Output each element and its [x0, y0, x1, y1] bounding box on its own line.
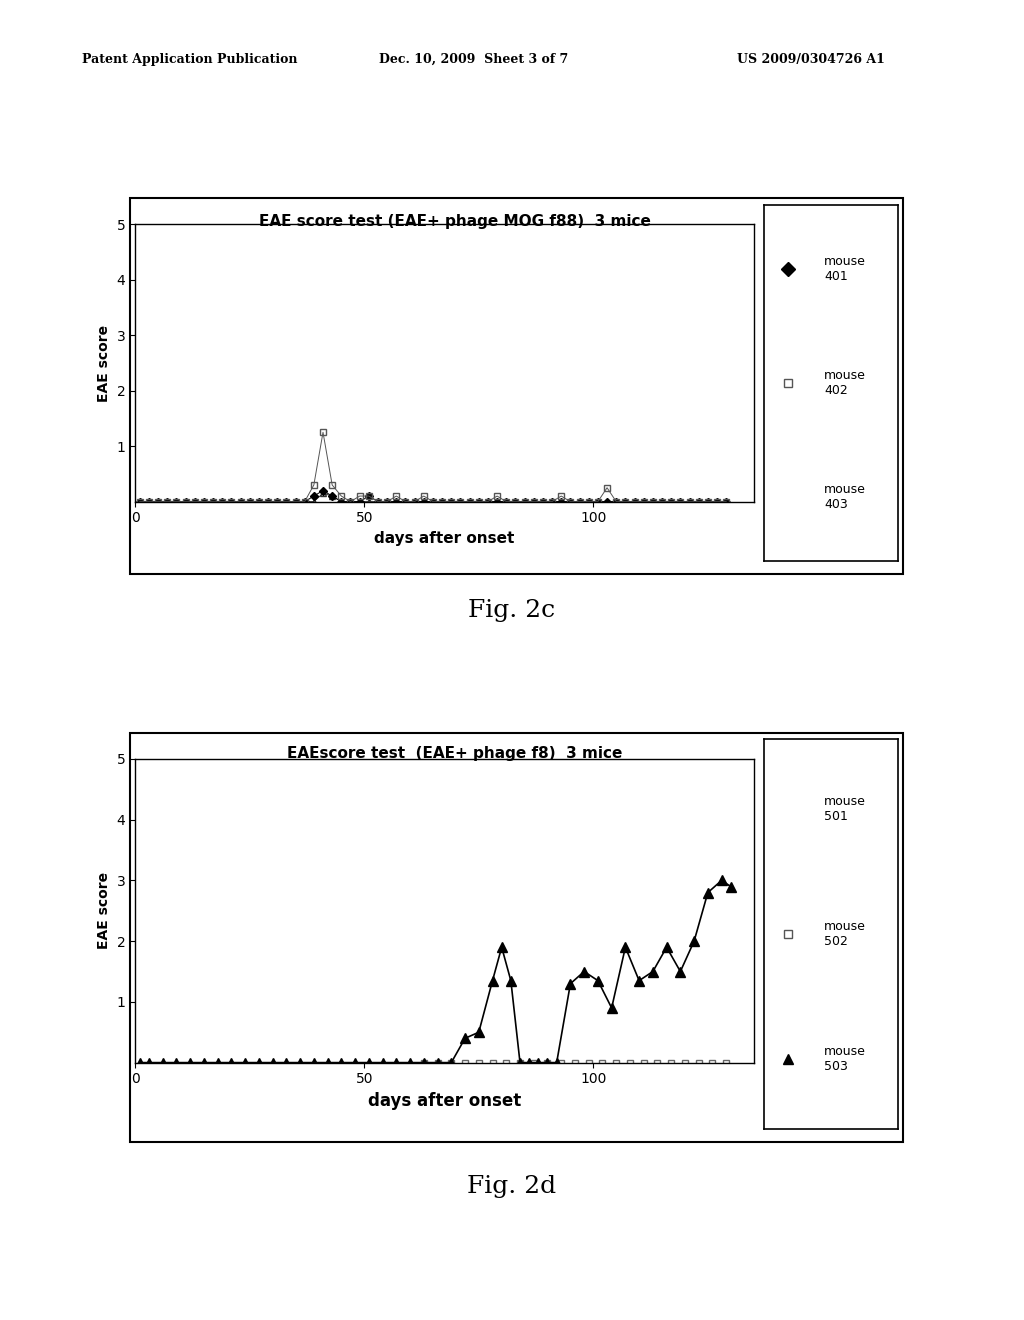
Text: mouse
403: mouse 403 — [824, 483, 866, 511]
Text: mouse
401: mouse 401 — [824, 255, 866, 282]
Text: US 2009/0304726 A1: US 2009/0304726 A1 — [737, 53, 885, 66]
Text: mouse
402: mouse 402 — [824, 368, 866, 397]
Text: Fig. 2c: Fig. 2c — [468, 599, 556, 622]
X-axis label: days after onset: days after onset — [368, 1092, 521, 1110]
Text: Fig. 2d: Fig. 2d — [467, 1175, 557, 1197]
X-axis label: days after onset: days after onset — [374, 531, 515, 546]
Text: mouse
503: mouse 503 — [824, 1044, 866, 1073]
Text: mouse
501: mouse 501 — [824, 795, 866, 824]
Y-axis label: EAE score: EAE score — [97, 325, 111, 401]
Text: Dec. 10, 2009  Sheet 3 of 7: Dec. 10, 2009 Sheet 3 of 7 — [379, 53, 568, 66]
Y-axis label: EAE score: EAE score — [97, 873, 111, 949]
Text: EAE score test (EAE+ phage MOG f88)  3 mice: EAE score test (EAE+ phage MOG f88) 3 mi… — [259, 214, 650, 228]
Text: Patent Application Publication: Patent Application Publication — [82, 53, 297, 66]
Text: EAEscore test  (EAE+ phage f8)  3 mice: EAEscore test (EAE+ phage f8) 3 mice — [287, 746, 623, 760]
Text: mouse
502: mouse 502 — [824, 920, 866, 948]
